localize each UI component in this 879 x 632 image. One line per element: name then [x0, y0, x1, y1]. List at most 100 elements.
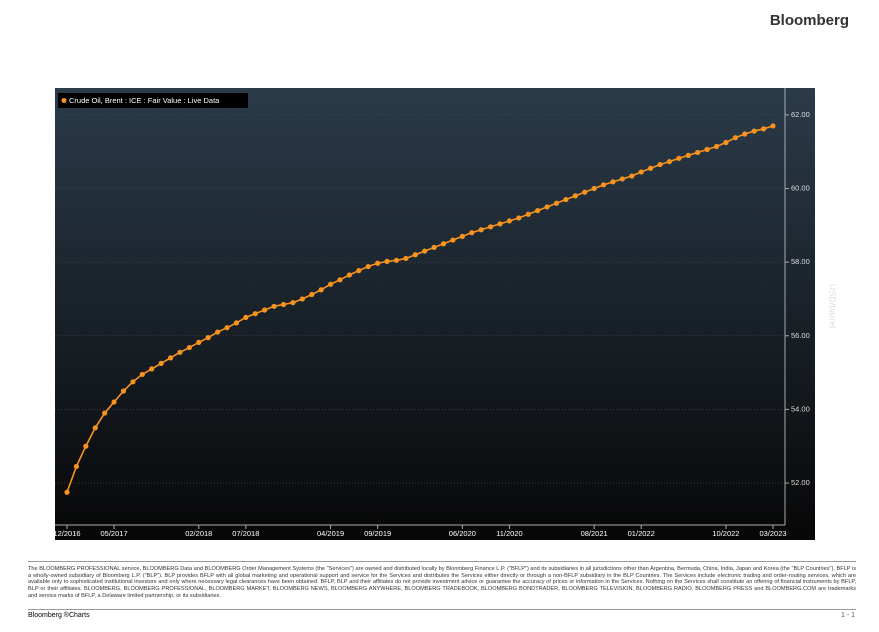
data-point [648, 165, 654, 171]
data-point [167, 355, 174, 361]
rule [28, 609, 856, 610]
data-point [73, 463, 80, 470]
data-point [478, 227, 484, 233]
data-point [252, 311, 258, 317]
x-tick-label: 10/2022 [712, 529, 739, 538]
data-point [535, 207, 541, 214]
y-tick-label: 58.00 [791, 257, 810, 266]
data-point [403, 255, 409, 262]
x-tick-label: 03/2023 [759, 529, 786, 538]
data-point [318, 287, 324, 293]
x-tick-label: 06/2020 [449, 529, 476, 538]
rule [28, 561, 856, 562]
data-point [215, 329, 221, 335]
data-point [459, 233, 465, 239]
data-point [713, 143, 720, 150]
data-point [102, 410, 108, 416]
data-point [525, 211, 531, 217]
x-tick-label: 11/2020 [496, 529, 523, 538]
data-point [299, 296, 305, 302]
data-point [666, 159, 673, 165]
data-point [280, 301, 287, 308]
data-point [619, 176, 625, 182]
data-point [770, 123, 776, 129]
data-point [375, 260, 381, 266]
data-point [262, 307, 268, 313]
legend [58, 93, 248, 108]
data-point [158, 360, 164, 366]
data-point [64, 489, 70, 495]
data-point [450, 237, 456, 243]
data-point [309, 291, 315, 298]
data-point [196, 339, 202, 345]
footer: Bloomberg ®Charts [28, 612, 90, 619]
data-point [422, 248, 428, 254]
data-point [563, 196, 569, 203]
data-point [111, 399, 117, 405]
chart: USD/barrel Crude Oil, Brent : ICE : Fair… [53, 88, 838, 540]
y-tick-label: 60.00 [791, 183, 810, 192]
data-point [516, 215, 522, 221]
x-tick-label: 04/2019 [317, 529, 344, 538]
data-point [365, 263, 371, 270]
data-point [572, 193, 578, 199]
data-point [120, 388, 127, 394]
data-point [657, 161, 663, 168]
data-point [544, 204, 550, 210]
data-point [760, 126, 767, 132]
data-point [271, 303, 277, 309]
data-point [732, 135, 738, 141]
data-point [139, 371, 145, 378]
data-point [83, 443, 89, 449]
data-point [469, 230, 475, 236]
data-point [553, 200, 560, 206]
data-point [582, 189, 588, 195]
x-tick-label: 02/2018 [185, 529, 212, 538]
y-axis-label: USD/barrel [828, 284, 838, 329]
data-point [233, 320, 240, 326]
page-number: 1 - 1 [840, 612, 855, 619]
data-point [243, 314, 249, 320]
series-line [66, 125, 774, 493]
legend-marker [61, 98, 67, 103]
y-tick-label: 52.00 [791, 478, 810, 487]
x-tick-label: 09/2019 [364, 529, 391, 538]
data-point [685, 152, 691, 158]
data-point [92, 425, 98, 431]
data-point [751, 128, 757, 134]
data-point [497, 221, 503, 227]
data-point [384, 258, 390, 265]
legend-label: Crude Oil, Brent : ICE : Fair Value : Li… [69, 96, 220, 105]
data-point [356, 268, 362, 274]
data-point [337, 277, 343, 283]
disclaimer: The BLOOMBERG PROFESSIONAL service, BLOO… [28, 566, 856, 599]
data-point [723, 139, 729, 146]
data-point [431, 244, 437, 251]
y-tick-label: 62.00 [791, 110, 810, 119]
data-point [506, 218, 513, 224]
data-point [591, 185, 597, 192]
data-point [224, 325, 230, 331]
data-point [638, 169, 644, 175]
data-point [290, 300, 296, 306]
y-tick-label: 56.00 [791, 331, 810, 340]
data-point [186, 344, 192, 351]
data-point [130, 379, 136, 385]
data-point [704, 146, 710, 153]
data-point [676, 155, 682, 161]
data-point [327, 281, 334, 287]
data-point [149, 366, 155, 372]
data-point [205, 335, 211, 341]
brand: Bloomberg [769, 12, 849, 29]
data-point [695, 149, 701, 156]
data-point [440, 241, 447, 247]
x-tick-label: 01/2022 [628, 529, 655, 538]
data-point [177, 349, 183, 355]
data-point [600, 182, 607, 188]
x-tick-label: 12/2016 [53, 529, 80, 538]
data-point [629, 173, 635, 179]
data-point [610, 179, 616, 185]
data-point [742, 131, 748, 137]
data-point [488, 224, 494, 230]
